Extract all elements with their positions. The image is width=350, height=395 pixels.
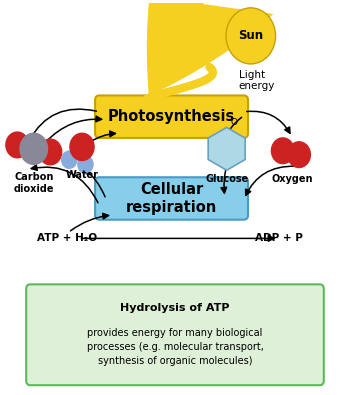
FancyArrowPatch shape	[147, 0, 273, 96]
Polygon shape	[208, 128, 245, 170]
Circle shape	[6, 132, 29, 158]
Circle shape	[272, 138, 294, 164]
Text: Glucose: Glucose	[205, 174, 248, 184]
Text: ADP + P: ADP + P	[254, 233, 302, 243]
Text: Carbon
dioxide: Carbon dioxide	[14, 172, 54, 194]
FancyBboxPatch shape	[26, 284, 324, 385]
Circle shape	[62, 151, 77, 168]
Circle shape	[78, 156, 93, 173]
Text: Hydrolysis of ATP: Hydrolysis of ATP	[120, 303, 230, 314]
FancyBboxPatch shape	[95, 177, 248, 220]
Circle shape	[288, 142, 310, 167]
Circle shape	[20, 133, 48, 164]
Circle shape	[70, 133, 94, 160]
Circle shape	[39, 139, 62, 165]
Text: O: O	[230, 118, 237, 128]
Text: Cellular
respiration: Cellular respiration	[126, 182, 217, 214]
Text: Light
energy: Light energy	[239, 70, 275, 92]
Text: Oxygen: Oxygen	[271, 174, 313, 184]
Circle shape	[226, 8, 275, 64]
Text: provides energy for many biological
processes (e.g. molecular transport,
synthes: provides energy for many biological proc…	[86, 328, 264, 367]
Text: ATP + H₂O: ATP + H₂O	[37, 233, 97, 243]
Text: Water: Water	[65, 170, 98, 180]
Text: Sun: Sun	[238, 29, 263, 42]
FancyBboxPatch shape	[95, 96, 248, 138]
Text: Photosynthesis: Photosynthesis	[108, 109, 235, 124]
